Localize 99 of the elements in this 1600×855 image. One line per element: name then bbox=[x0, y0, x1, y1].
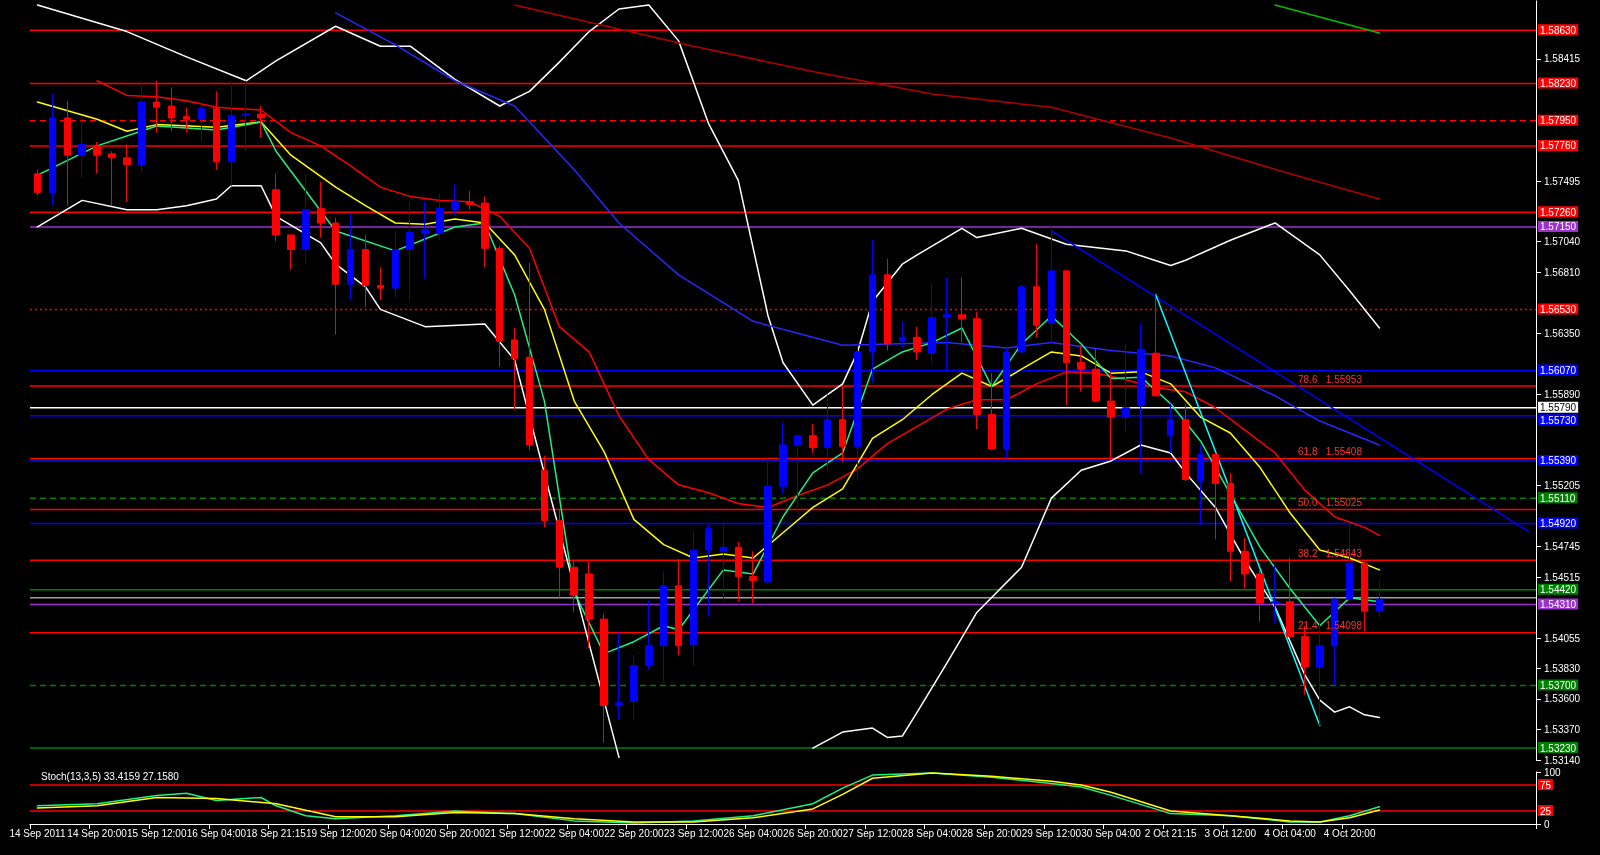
y-tick-label: 1.53140 bbox=[1544, 754, 1581, 766]
candlestick bbox=[49, 93, 56, 207]
y-tick-label: 100 bbox=[1544, 766, 1562, 778]
candlestick bbox=[928, 282, 936, 364]
candlestick bbox=[347, 213, 354, 301]
y-tick-label: 0 bbox=[1544, 818, 1550, 830]
candlestick bbox=[228, 80, 235, 187]
x-tick-label: 3 Oct 12:00 bbox=[1204, 827, 1257, 839]
ref-line-label: 1.53700 bbox=[1540, 680, 1577, 692]
ref-line-label: 1.56070 bbox=[1540, 365, 1577, 377]
line-series bbox=[36, 101, 1381, 571]
candlestick bbox=[1256, 569, 1264, 623]
candlestick bbox=[645, 599, 653, 671]
y-tick-label: 1.56810 bbox=[1544, 266, 1581, 278]
ref-line-label: 1.54310 bbox=[1540, 598, 1577, 610]
x-tick-label: 28 Sep 20:00 bbox=[962, 827, 1022, 839]
ref-line-label: 1.58630 bbox=[1540, 24, 1577, 36]
ref-line-label: 1.55110 bbox=[1540, 492, 1576, 504]
y-tick-label: 1.55890 bbox=[1544, 388, 1581, 400]
candlestick bbox=[466, 190, 474, 211]
ref-line-label: 1.54920 bbox=[1540, 517, 1577, 529]
y-tick-label: 1.55205 bbox=[1544, 480, 1581, 492]
candlestick bbox=[421, 201, 429, 280]
x-tick-label: 20 Sep 04:00 bbox=[365, 827, 426, 839]
candlestick bbox=[406, 201, 414, 301]
x-tick-label: 18 Sep 21:15 bbox=[246, 827, 307, 839]
x-tick-label: 14 Sep 2011 bbox=[9, 827, 66, 839]
line-series bbox=[513, 4, 1381, 200]
y-tick-label: 1.53600 bbox=[1544, 693, 1581, 705]
candlestick bbox=[302, 173, 310, 265]
ref-line-label: 1.57760 bbox=[1540, 140, 1577, 152]
y-tick-label: 1.54745 bbox=[1544, 541, 1581, 553]
y-tick-label: 1.54515 bbox=[1544, 571, 1581, 583]
ref-line-label: 25 bbox=[1540, 805, 1552, 817]
annotation: 50.0 1.55025 bbox=[1298, 496, 1363, 508]
ref-line-label: 1.57150 bbox=[1540, 221, 1577, 233]
y-tick-label: 1.56350 bbox=[1544, 327, 1581, 339]
annotation: 61.8 1.55408 bbox=[1298, 446, 1363, 458]
candlestick bbox=[108, 150, 116, 207]
x-tick-label: 27 Sep 12:00 bbox=[842, 827, 903, 839]
x-tick-label: 4 Oct 20:00 bbox=[1323, 827, 1376, 839]
candlestick bbox=[615, 631, 623, 721]
ref-line-label: 1.57260 bbox=[1540, 206, 1577, 218]
y-tick-label: 1.53830 bbox=[1544, 662, 1581, 674]
candlestick bbox=[809, 423, 817, 454]
ref-line-label: 1.53230 bbox=[1540, 742, 1577, 754]
x-tick-label: 14 Sep 20:00 bbox=[67, 827, 128, 839]
x-tick-label: 21 Sep 12:00 bbox=[484, 827, 545, 839]
candlestick bbox=[1018, 283, 1025, 354]
ref-line-label: 1.55790 bbox=[1540, 402, 1577, 414]
x-tick-label: 30 Sep 04:00 bbox=[1081, 827, 1142, 839]
ref-line-label: 1.56530 bbox=[1540, 303, 1577, 315]
candlestick bbox=[1376, 580, 1383, 619]
x-tick-label: 20 Sep 20:00 bbox=[425, 827, 486, 839]
candlestick bbox=[899, 320, 906, 349]
candlestick bbox=[198, 102, 205, 143]
candlestick bbox=[660, 570, 667, 684]
candlestick bbox=[377, 266, 384, 301]
x-tick-label: 15 Sep 12:00 bbox=[126, 827, 187, 839]
x-tick-label: 19 Sep 12:00 bbox=[305, 827, 366, 839]
candlestick bbox=[287, 234, 295, 271]
candlestick bbox=[138, 80, 146, 173]
y-tick-label: 1.58415 bbox=[1544, 53, 1581, 65]
y-tick-label: 1.53370 bbox=[1544, 723, 1581, 735]
candlestick bbox=[1316, 617, 1324, 726]
ref-line-label: 1.54420 bbox=[1540, 584, 1577, 596]
ref-line-label: 1.57950 bbox=[1540, 115, 1577, 127]
candlestick bbox=[1271, 565, 1279, 624]
x-tick-label: 28 Sep 04:00 bbox=[902, 827, 963, 839]
ref-line-label: 1.55730 bbox=[1540, 414, 1577, 426]
y-tick-label: 1.57040 bbox=[1544, 236, 1581, 248]
chart-title: Stoch(13,3,5) 33.4159 27.1580 bbox=[41, 770, 180, 782]
x-tick-label: 22 Sep 20:00 bbox=[604, 827, 665, 839]
candlestick bbox=[392, 230, 399, 298]
line-series bbox=[812, 444, 1381, 749]
candlestick bbox=[78, 116, 86, 179]
x-tick-label: 29 Sep 12:00 bbox=[1021, 827, 1082, 839]
ref-line-label: 1.58230 bbox=[1540, 77, 1577, 89]
x-tick-label: 16 Sep 04:00 bbox=[186, 827, 247, 839]
candlestick bbox=[242, 80, 250, 152]
candlestick bbox=[362, 234, 369, 308]
candlestick bbox=[451, 183, 459, 216]
ref-line-label: 75 bbox=[1540, 779, 1552, 791]
y-tick-label: 1.57495 bbox=[1544, 175, 1581, 187]
candlestick bbox=[34, 169, 41, 196]
x-tick-label: 2 Oct 21:15 bbox=[1144, 827, 1197, 839]
line-series bbox=[334, 12, 1381, 446]
x-tick-label: 23 Sep 12:00 bbox=[663, 827, 724, 839]
annotation: 78.6 1.55953 bbox=[1298, 373, 1363, 385]
ref-line-label: 1.55390 bbox=[1540, 455, 1577, 467]
candlestick bbox=[630, 654, 638, 721]
x-tick-label: 22 Sep 04:00 bbox=[544, 827, 605, 839]
candlestick bbox=[436, 193, 444, 241]
candlestick bbox=[690, 529, 697, 667]
x-tick-label: 26 Sep 04:00 bbox=[723, 827, 784, 839]
y-tick-label: 1.54055 bbox=[1544, 632, 1581, 644]
candlestick bbox=[913, 326, 921, 361]
x-tick-label: 26 Sep 20:00 bbox=[783, 827, 844, 839]
x-tick-label: 4 Oct 04:00 bbox=[1264, 827, 1317, 839]
